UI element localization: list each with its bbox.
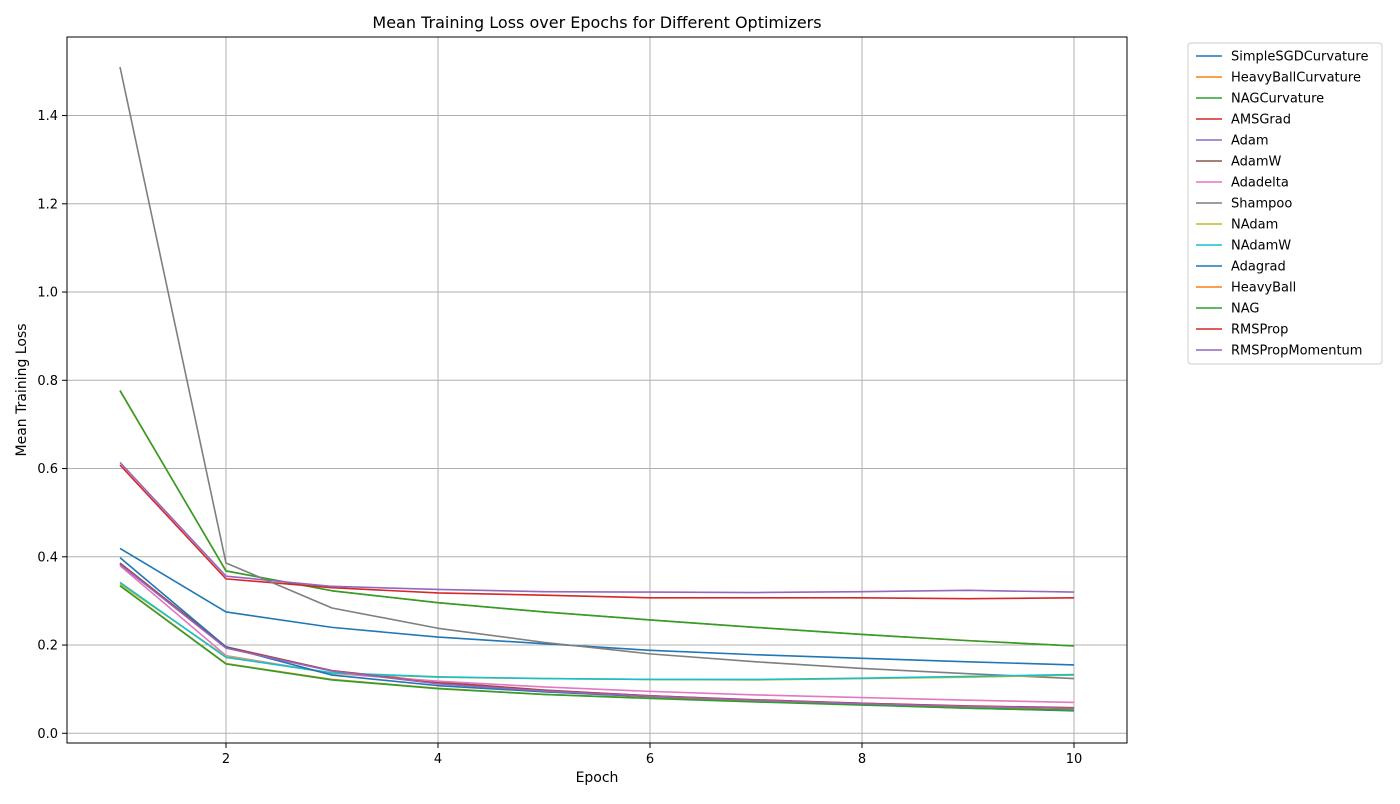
series-line-rmspropmomentum (119, 563, 1075, 709)
legend-label: RMSProp (1231, 323, 1288, 338)
legend-item-adagrad: Adagrad (1196, 260, 1286, 275)
x-tick-label: 4 (434, 752, 442, 767)
series-line-shampoo (119, 66, 1075, 680)
legend-item-amsgrad: AMSGrad (1196, 113, 1291, 128)
legend-frame (1187, 42, 1383, 365)
series-line-amsgrad (119, 464, 1075, 600)
legend-item-rmspropmomentum: RMSPropMomentum (1196, 344, 1362, 359)
series-line-simplesgdcurvature (119, 547, 1075, 666)
legend-item-simplesgdcurvature: SimpleSGDCurvature (1196, 50, 1368, 65)
series-line-adamw (119, 562, 1075, 710)
legend-label: AMSGrad (1231, 113, 1291, 128)
series-line-heavyballcurvature (119, 390, 1075, 647)
y-axis-label: Mean Training Loss (14, 324, 30, 457)
series-line-nagcurvature (119, 390, 1075, 647)
legend-item-shampoo: Shampoo (1196, 197, 1292, 212)
legend-item-adadelta: Adadelta (1196, 176, 1289, 191)
plot-frame (66, 36, 1128, 744)
legend-item-adam: Adam (1196, 134, 1269, 149)
x-tick-label: 2 (222, 752, 230, 767)
legend-item-heavyballcurvature: HeavyBallCurvature (1196, 71, 1361, 86)
x-tick-label: 6 (646, 752, 654, 767)
legend-label: Adagrad (1231, 260, 1286, 275)
series-line-adam (119, 461, 1075, 594)
legend-item-nadam: NAdam (1196, 218, 1278, 233)
legend: SimpleSGDCurvature HeavyBallCurvature NAGC… (1187, 42, 1383, 365)
series-line-nadamw (119, 581, 1075, 681)
y-tick-label: 0.8 (37, 374, 58, 389)
legend-label: AdamW (1231, 155, 1282, 170)
chart-title: Mean Training Loss over Epochs for Diffe… (372, 13, 821, 32)
legend-label: Adadelta (1231, 176, 1289, 191)
y-tick-label: 0.6 (37, 462, 58, 477)
legend-item-heavyball: HeavyBall (1196, 281, 1296, 296)
series-line-rmsprop (119, 563, 1075, 709)
legend-item-nag: NAG (1196, 302, 1259, 317)
legend-label: HeavyBallCurvature (1231, 71, 1361, 86)
legend-label: NAdamW (1231, 239, 1291, 254)
series-line-adadelta (119, 565, 1075, 704)
grid (67, 37, 1127, 743)
y-tick-label: 0.4 (37, 550, 58, 565)
legend-item-adamw: AdamW (1196, 155, 1282, 170)
series-lines (119, 66, 1075, 712)
y-tick-label: 0.0 (37, 727, 58, 742)
series-line-nag (119, 585, 1075, 712)
x-tick-label: 10 (1066, 752, 1083, 767)
legend-label: NAGCurvature (1231, 92, 1324, 107)
x-axis-ticks: 2 4 6 8 10 (222, 743, 1082, 767)
legend-item-nagcurvature: NAGCurvature (1196, 92, 1324, 107)
legend-item-rmsprop: RMSProp (1196, 323, 1288, 338)
y-axis-ticks: 0.0 0.2 0.4 0.6 0.8 1.0 1.2 1.4 (37, 109, 67, 742)
legend-label: Adam (1231, 134, 1269, 149)
series-line-adagrad (119, 557, 1075, 712)
legend-item-nadamw: NAdamW (1196, 239, 1291, 254)
legend-label: SimpleSGDCurvature (1231, 50, 1368, 65)
legend-label: HeavyBall (1231, 281, 1296, 296)
y-tick-label: 1.0 (37, 286, 58, 301)
y-tick-label: 1.2 (37, 197, 58, 212)
y-tick-label: 1.4 (37, 109, 58, 124)
legend-label: RMSPropMomentum (1231, 344, 1362, 359)
legend-label: NAdam (1231, 218, 1278, 233)
legend-label: NAG (1231, 302, 1259, 317)
x-axis-label: Epoch (576, 770, 619, 786)
x-tick-label: 8 (858, 752, 866, 767)
legend-label: Shampoo (1231, 197, 1292, 212)
y-tick-label: 0.2 (37, 639, 58, 654)
